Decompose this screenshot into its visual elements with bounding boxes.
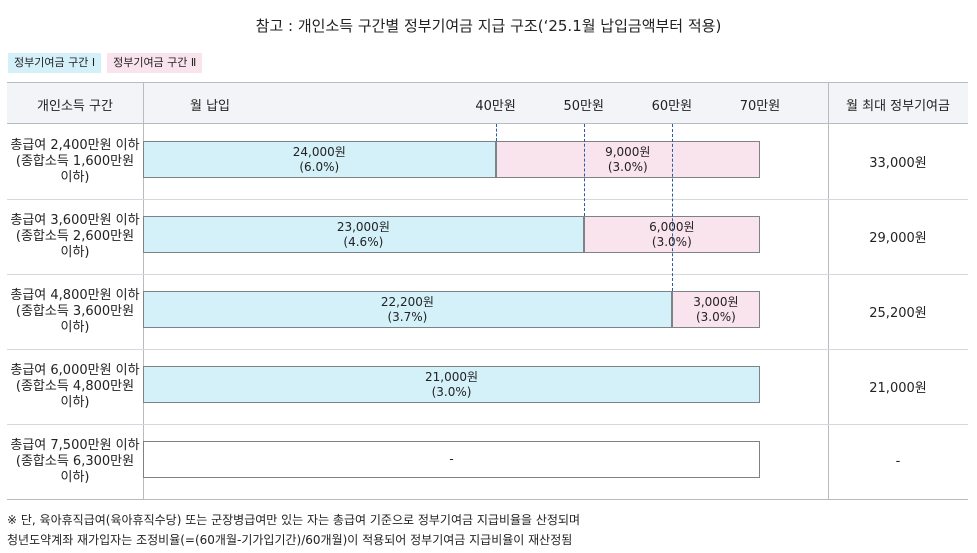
header-max: 월 최대 정부기여금: [846, 99, 950, 114]
table-row: 총급여 3,600만원 이하 (종합소득 2,600만원 이하) 23,000원 (4.…: [7, 199, 968, 275]
footnote-line-2: 청년도약계좌 재가입자는 조정비율(=(60개월-기가입기간)/60개월)이 적…: [7, 533, 573, 547]
max-contribution: 29,000원: [869, 231, 927, 246]
segment-rate: (4.6%): [343, 234, 384, 249]
bar-segment-tier1: 22,200원 (3.7%): [143, 291, 672, 328]
header-income: 개인소득 구간: [37, 99, 113, 114]
segment-amount: -: [449, 452, 454, 466]
max-contribution: 25,200원: [869, 306, 927, 321]
segment-amount: 24,000원: [292, 144, 346, 159]
income-bracket-line: 총급여 7,500만원 이하: [10, 437, 140, 453]
segment-amount: 23,000원: [336, 219, 390, 234]
x-tick-label: 50만원: [563, 99, 604, 114]
segment-rate: (3.7%): [387, 309, 428, 324]
income-bracket-line: 총급여 4,800만원 이하: [10, 287, 140, 303]
income-bracket-line: 총급여 6,000만원 이하: [10, 362, 140, 378]
table-header: 개인소득 구간 월 납입 월 최대 정부기여금 40만원 50만원 60만원 70만원: [7, 83, 968, 124]
segment-amount: 22,200원: [380, 294, 434, 309]
max-contribution: 33,000원: [869, 156, 927, 171]
max-contribution: 21,000원: [869, 381, 927, 396]
income-bracket-line: (종합소득 4,800만원: [15, 378, 135, 394]
income-bracket-line: 이하): [60, 469, 90, 485]
x-tick-label: 70만원: [739, 99, 781, 114]
bar-segment-tier2: 9,000원 (3.0%): [495, 141, 760, 178]
income-bracket-line: (종합소득 6,300만원: [15, 453, 135, 469]
income-bracket-label: 총급여 7,500만원 이하 (종합소득 6,300만원 이하): [7, 424, 143, 499]
footnote: ※ 단, 육아휴직급여(육아휴직수당) 또는 군장병급여만 있는 자는 총급여 …: [7, 510, 580, 550]
income-bracket-line: 총급여 3,600만원 이하: [10, 212, 140, 228]
segment-rate: (3.0%): [695, 309, 736, 324]
legend-tier1: 정부기여금 구간 Ⅰ: [8, 53, 102, 73]
x-tick-label: 60만원: [651, 99, 693, 114]
page-title: 참고 : 개인소득 구간별 정부기여금 지급 구조(‘25.1월 납입금액부터 …: [255, 17, 722, 35]
legend-tier2: 정부기여금 구간 Ⅱ: [107, 53, 203, 73]
segment-amount: 9,000원: [605, 144, 651, 159]
table-row: 총급여 2,400만원 이하 (종합소득 1,600만원 이하) 24,000원 (6.…: [7, 124, 968, 200]
income-bracket-line: (종합소득 2,600만원: [15, 228, 135, 244]
income-bracket-line: 이하): [60, 394, 90, 410]
income-bracket-line: 이하): [60, 244, 90, 260]
table-row: 총급여 4,800만원 이하 (종합소득 3,600만원 이하) 22,200원 (3.…: [7, 274, 968, 350]
bar-segment-none: -: [143, 441, 760, 478]
bar-segment-tier1: 24,000원 (6.0%): [143, 141, 496, 178]
column-divider: [828, 83, 829, 499]
segment-rate: (3.0%): [607, 159, 648, 174]
segment-rate: (3.0%): [651, 234, 692, 249]
max-contribution: -: [895, 454, 901, 469]
segment-amount: 21,000원: [424, 369, 479, 384]
segment-rate: (3.0%): [431, 384, 472, 399]
income-bracket-line: 이하): [60, 169, 90, 185]
bar-segment-tier1: 21,000원 (3.0%): [143, 366, 760, 403]
x-tick-label: 40만원: [475, 99, 516, 114]
breakpoint-guide-line: [671, 124, 673, 291]
income-bracket-line: (종합소득 1,600만원: [15, 153, 135, 169]
income-bracket-line: (종합소득 3,600만원: [15, 303, 135, 319]
breakpoint-guide-line: [495, 124, 497, 141]
income-bracket-label: 총급여 2,400만원 이하 (종합소득 1,600만원 이하): [7, 124, 143, 199]
bar-segment-tier1: 23,000원 (4.6%): [143, 216, 584, 253]
income-bracket-line: 총급여 2,400만원 이하: [10, 137, 140, 153]
table-row: 총급여 6,000만원 이하 (종합소득 4,800만원 이하) 21,000원 (3.…: [7, 349, 968, 425]
bar-segment-tier2: 3,000원 (3.0%): [671, 291, 760, 328]
header-payment: 월 납입: [190, 99, 231, 114]
income-bracket-label: 총급여 3,600만원 이하 (종합소득 2,600만원 이하): [7, 199, 143, 274]
segment-rate: (6.0%): [299, 159, 340, 174]
breakpoint-guide-line: [583, 124, 585, 216]
segment-amount: 3,000원: [693, 294, 739, 309]
contribution-table: 개인소득 구간 월 납입 월 최대 정부기여금 40만원 50만원 60만원 70만원…: [7, 82, 968, 500]
income-bracket-label: 총급여 4,800만원 이하 (종합소득 3,600만원 이하): [7, 274, 143, 349]
legend: 정부기여금 구간 Ⅰ 정부기여금 구간 Ⅱ: [8, 53, 203, 73]
income-bracket-label: 총급여 6,000만원 이하 (종합소득 4,800만원 이하): [7, 349, 143, 424]
table-row: 총급여 7,500만원 이하 (종합소득 6,300만원 이하) - -: [7, 424, 968, 499]
income-bracket-line: 이하): [60, 319, 90, 335]
footnote-line-1: ※ 단, 육아휴직급여(육아휴직수당) 또는 군장병급여만 있는 자는 총급여 …: [7, 513, 581, 527]
